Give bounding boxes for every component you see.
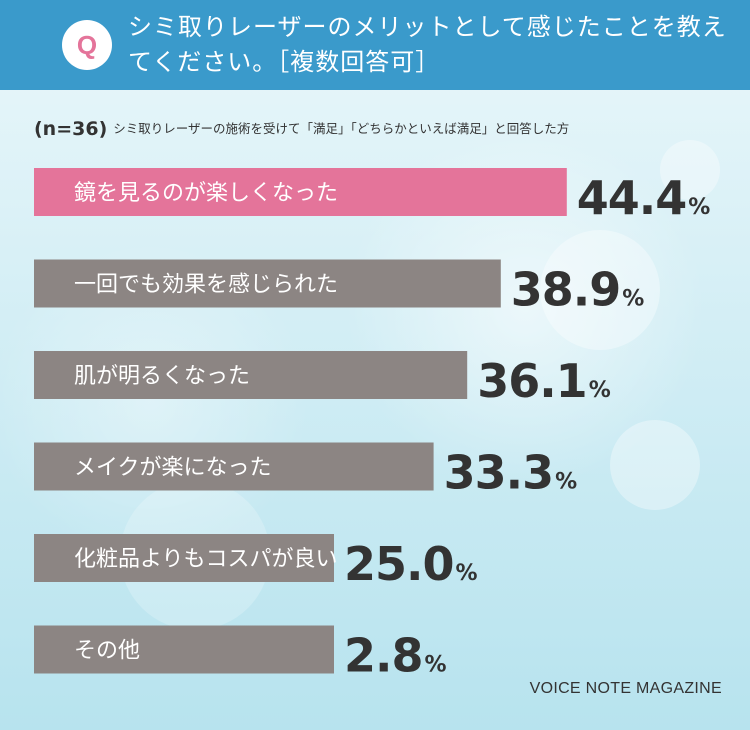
category-label-1: 一回でも効果を感じられた bbox=[74, 273, 338, 298]
value-label-4: 25.0% bbox=[344, 537, 478, 591]
value-label-5: 2.8% bbox=[344, 629, 447, 683]
bar-0 bbox=[34, 168, 567, 216]
bokeh-light bbox=[540, 230, 660, 350]
brand-footer: VOICE NOTE MAGAZINE bbox=[529, 680, 722, 697]
bar-4 bbox=[34, 534, 334, 582]
question-header: Q シミ取りレーザーのメリットとして感じたことを教えてください。［複数回答可］ bbox=[0, 0, 750, 90]
category-label-2: 肌が明るくなった bbox=[74, 364, 250, 389]
category-label-3: メイクが楽になった bbox=[74, 456, 272, 481]
chart-subtitle: (n=36) シミ取りレーザーの施術を受けて「満足」「どちらかといえば満足」と回答… bbox=[34, 118, 569, 140]
respondent-description: シミ取りレーザーの施術を受けて「満足」「どちらかといえば満足」と回答した方 bbox=[113, 121, 570, 136]
sample-size: (n=36) bbox=[34, 118, 108, 140]
category-label-0: 鏡を見るのが楽しくなった bbox=[74, 181, 338, 206]
bokeh-light bbox=[610, 420, 700, 510]
category-label-5: その他 bbox=[74, 639, 140, 664]
bar-2 bbox=[34, 351, 468, 399]
bokeh-light bbox=[660, 140, 720, 200]
question-badge: Q bbox=[62, 20, 112, 70]
bar-1 bbox=[34, 259, 501, 308]
bar-3 bbox=[34, 442, 434, 491]
question-text: シミ取りレーザーのメリットとして感じたことを教えてください。［複数回答可］ bbox=[128, 13, 727, 76]
bar-5 bbox=[34, 625, 334, 674]
value-label-2: 36.1% bbox=[477, 354, 611, 408]
value-label-3: 33.3% bbox=[444, 446, 578, 500]
value-label-1: 38.9% bbox=[511, 263, 645, 317]
value-label-0: 44.4% bbox=[577, 171, 711, 225]
category-label-4: 化粧品よりもコスパが良い bbox=[74, 547, 338, 572]
